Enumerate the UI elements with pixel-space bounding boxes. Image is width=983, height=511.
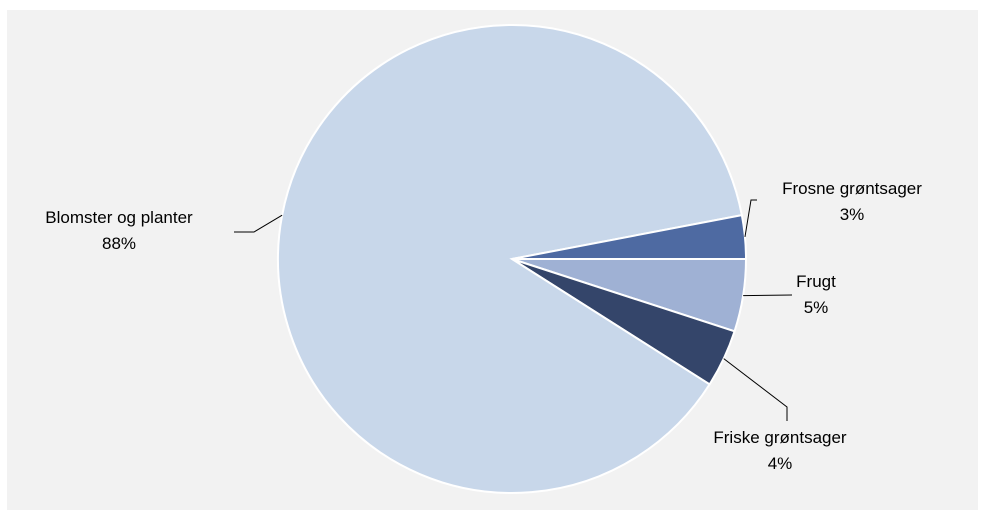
pie-slices: [277, 24, 748, 494]
data-label-value-frugt: 5%: [804, 298, 829, 317]
leader-lines: [234, 199, 793, 421]
data-label-value-frosne-grontsager: 3%: [840, 205, 865, 224]
data-label-value-blomster-og-planter: 88%: [102, 234, 136, 253]
pie-chart: Frugt 5% Friske grøntsager 4% Blomster og pl…: [45, 24, 922, 494]
leader-line-friske-grontsager: [723, 358, 788, 421]
leader-line-blomster-og-planter: [234, 214, 283, 233]
data-label-name-frugt: Frugt: [796, 272, 836, 291]
pie-slice-frosne-grontsager: [511, 213, 748, 260]
leader-line-frosne-grontsager: [744, 199, 757, 238]
data-label-value-friske-grontsager: 4%: [768, 454, 793, 473]
data-label-name-frosne-grontsager: Frosne grøntsager: [782, 179, 922, 198]
data-labels: Frugt 5% Friske grøntsager 4% Blomster og pl…: [45, 179, 922, 473]
leader-line-frugt: [743, 294, 793, 297]
data-label-name-friske-grontsager: Friske grøntsager: [713, 428, 847, 447]
chart-area: Frugt 5% Friske grøntsager 4% Blomster og pl…: [7, 10, 978, 510]
data-label-name-blomster-og-planter: Blomster og planter: [45, 208, 193, 227]
